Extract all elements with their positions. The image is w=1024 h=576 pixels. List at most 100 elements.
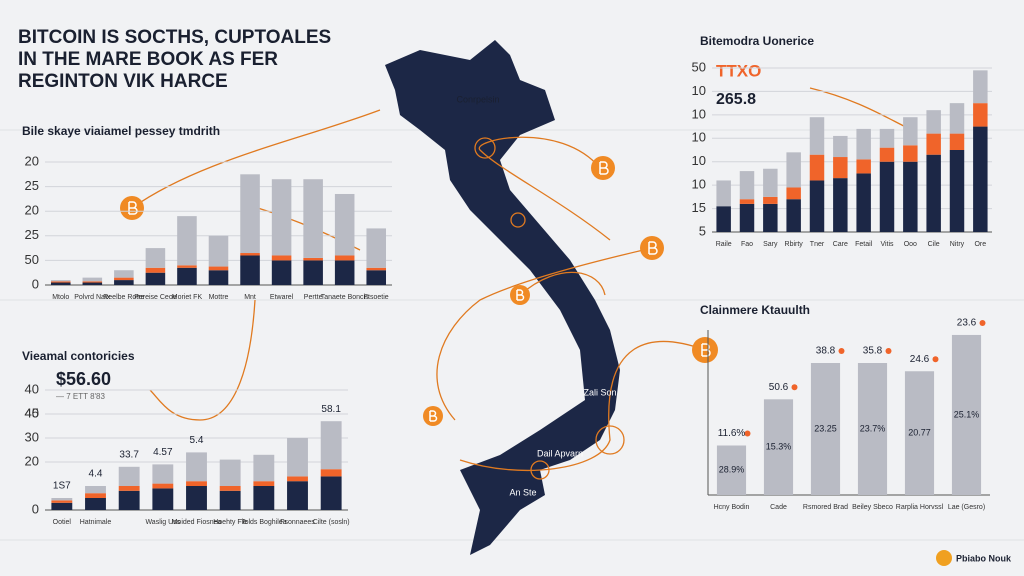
x-tick-label: Ore — [974, 241, 986, 248]
x-tick-label: Mottre — [209, 294, 229, 301]
marker — [791, 384, 798, 391]
x-tick-label: Rbirty — [785, 241, 804, 248]
bar-segment — [320, 421, 342, 470]
x-tick-label: Sary — [763, 241, 778, 248]
value-label: 11.6% — [718, 428, 746, 439]
y-tick-label: 20 — [25, 153, 39, 168]
inner-label: 25.1% — [954, 409, 980, 419]
bar-segment — [177, 265, 197, 268]
x-tick-label: Nitry — [950, 241, 965, 248]
x-tick-label: Ooo — [904, 241, 917, 248]
value-label: 1S7 — [53, 481, 71, 492]
bar-segment — [786, 199, 801, 232]
bar-segment — [85, 493, 106, 498]
title-line: REGINTON VIK HARCE — [18, 71, 228, 92]
bar-segment — [219, 490, 241, 510]
bar-segment — [85, 498, 106, 510]
x-tick-label: Tanaete Boncis — [321, 294, 369, 301]
x-tick-label: Cilte (sosln) — [313, 519, 350, 526]
bar-segment — [949, 133, 965, 150]
bar — [716, 445, 747, 495]
bar-segment — [366, 267, 387, 271]
bar-segment — [82, 281, 103, 283]
country-shape — [385, 40, 620, 555]
bar-segment — [287, 438, 308, 477]
bar-segment — [903, 161, 918, 232]
chart-title: Bitemodra Uonerice — [700, 34, 814, 48]
bar-segment — [786, 152, 801, 188]
bar-segment — [320, 469, 342, 477]
x-tick-label: Pertte — [304, 294, 323, 301]
y-tick-label: 10 — [692, 106, 706, 121]
title-line: BITCOIN IS SOCTHS, CUPTOALES — [18, 27, 331, 48]
bar-segment — [82, 282, 103, 285]
y-tick-label: 25 — [25, 178, 39, 193]
bitcoin-glyphs — [128, 161, 711, 422]
marker — [744, 430, 751, 437]
bar-segment — [856, 173, 871, 232]
bar-segment — [334, 255, 355, 261]
y-tick-label: 40 — [25, 405, 39, 420]
bar-segment — [50, 280, 71, 282]
bar-segment — [271, 260, 292, 285]
bar-segment — [926, 154, 941, 232]
y-tick-label: 20 — [25, 203, 39, 218]
x-tick-label: Polvrd Natx — [74, 294, 111, 301]
x-tick-label: Rsmored Brad — [803, 504, 848, 511]
bar-segment — [809, 154, 825, 181]
bar-segment — [926, 133, 941, 155]
bar-segment — [903, 117, 918, 146]
x-tick-label: Hatnimale — [80, 519, 112, 526]
bar-segment — [114, 280, 134, 285]
x-tick-label: Tner — [810, 241, 825, 248]
bar-segment — [50, 282, 71, 285]
bar-segment — [253, 486, 275, 510]
bar-segment — [303, 179, 323, 258]
bar-segment — [152, 488, 174, 510]
bar-segment — [219, 459, 241, 486]
bar-segment — [271, 179, 292, 256]
map-label: Conrpelsin — [456, 94, 499, 104]
headline: $56.60 — [56, 369, 111, 389]
bar-segment — [118, 490, 140, 510]
x-tick-label: Hcny Bodin — [714, 504, 750, 511]
bar-segment — [51, 502, 73, 510]
bar-segment — [51, 498, 73, 501]
y-tick-label: 15 — [692, 200, 706, 215]
inner-label: 20.77 — [908, 428, 931, 438]
marker — [885, 348, 892, 354]
y-tick-label: 10 — [692, 83, 706, 98]
bar-segment — [287, 476, 308, 482]
inner-label: 15.3% — [766, 442, 792, 452]
bar-segment — [145, 248, 166, 268]
x-tick-label: Lae (Gesro) — [948, 504, 985, 511]
bar-segment — [208, 266, 229, 271]
annotation: TTXO — [716, 61, 761, 80]
bar-segment — [303, 257, 323, 261]
value-label: 50.6 — [769, 382, 789, 393]
logo-icon — [936, 550, 952, 566]
bar-segment — [253, 481, 275, 486]
y-tick-label: 0 — [32, 276, 39, 291]
bar — [904, 371, 935, 495]
bar-segment — [219, 486, 241, 491]
bar-segment — [763, 203, 778, 232]
value-label: 24.6 — [910, 354, 930, 365]
bar-segment — [833, 178, 848, 232]
bar-segment — [809, 117, 825, 155]
bar-segment — [240, 255, 260, 285]
bitcoin-icons — [120, 156, 718, 426]
bar-segment — [114, 270, 134, 278]
y-tick-label: 25 — [25, 227, 39, 242]
marker — [932, 356, 939, 363]
bar-segment — [51, 500, 73, 503]
value-label: 33.7 — [119, 449, 139, 460]
inner-label: 23.25 — [814, 423, 837, 433]
x-tick-label: Vitis — [880, 241, 894, 248]
x-tick-label: Waslig Uss — [145, 519, 180, 526]
x-tick-label: Beiley Sbeco — [852, 504, 893, 511]
bar-segment — [926, 110, 941, 134]
value-label: 35.8 — [863, 346, 883, 357]
bar — [951, 334, 982, 495]
